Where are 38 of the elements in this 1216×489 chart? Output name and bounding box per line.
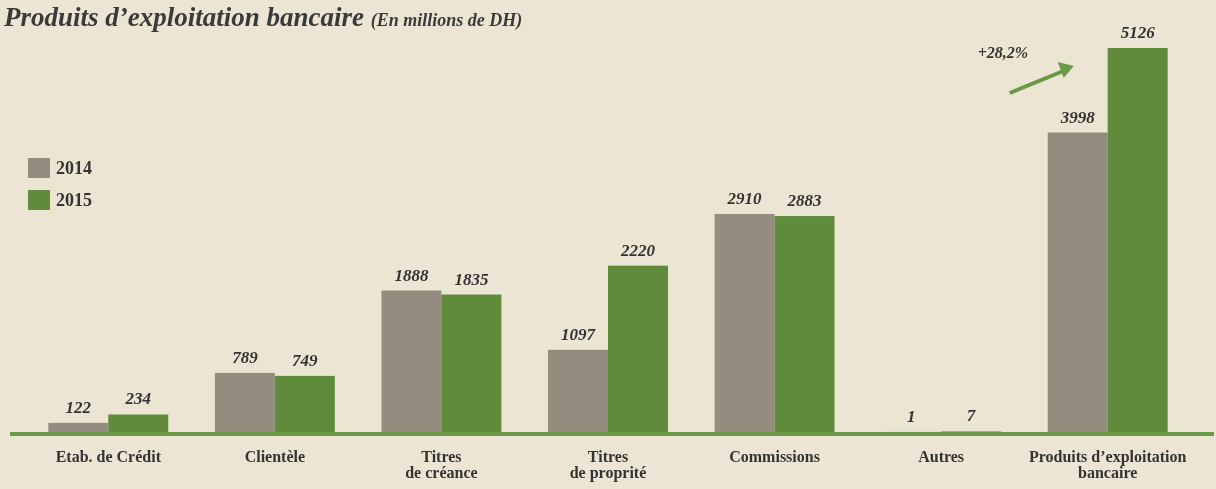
data-label: 1097 (561, 324, 597, 344)
bar (108, 414, 169, 432)
chart-title: Produits d’exploitation bancaire (4, 2, 365, 32)
data-label: 7 (966, 406, 977, 426)
bar (441, 294, 502, 432)
x-tick-label: Produits d’exploitation bancaire (1028, 448, 1187, 481)
x-tick-label: Titres de créance (405, 448, 478, 481)
bar (274, 375, 335, 432)
data-label: 234 (124, 389, 152, 409)
x-tick-label: Etab. de Crédit (55, 448, 162, 465)
data-label: 1835 (454, 269, 489, 289)
x-tick-label: Titres de proprité (569, 448, 647, 482)
bar (214, 372, 275, 432)
data-label: 5126 (1120, 23, 1156, 42)
bar (48, 422, 109, 432)
bar (774, 216, 835, 432)
bar (608, 265, 668, 432)
data-label: 2910 (726, 189, 763, 209)
bar (714, 214, 775, 432)
legend-label: 2014 (56, 158, 92, 178)
legend-label: 2015 (56, 190, 92, 210)
data-label: 2220 (619, 240, 656, 260)
data-label: 1888 (394, 265, 429, 285)
data-label: 1 (906, 406, 916, 426)
data-label: 2883 (786, 191, 823, 211)
data-label: 3998 (1059, 107, 1096, 127)
data-label: 789 (232, 347, 259, 367)
bar (1107, 48, 1168, 432)
data-label: 749 (292, 350, 319, 370)
data-label: 122 (65, 397, 92, 417)
bar (381, 290, 442, 432)
chart-subtitle: (En millions de DH) (370, 10, 523, 31)
annotation: +28,2% (977, 44, 1029, 61)
x-tick-label: Autres (918, 448, 965, 465)
x-tick-label: Clientèle (244, 448, 306, 465)
bar (1047, 132, 1108, 432)
x-tick-label: Commissions (729, 448, 820, 465)
bar (548, 349, 608, 432)
